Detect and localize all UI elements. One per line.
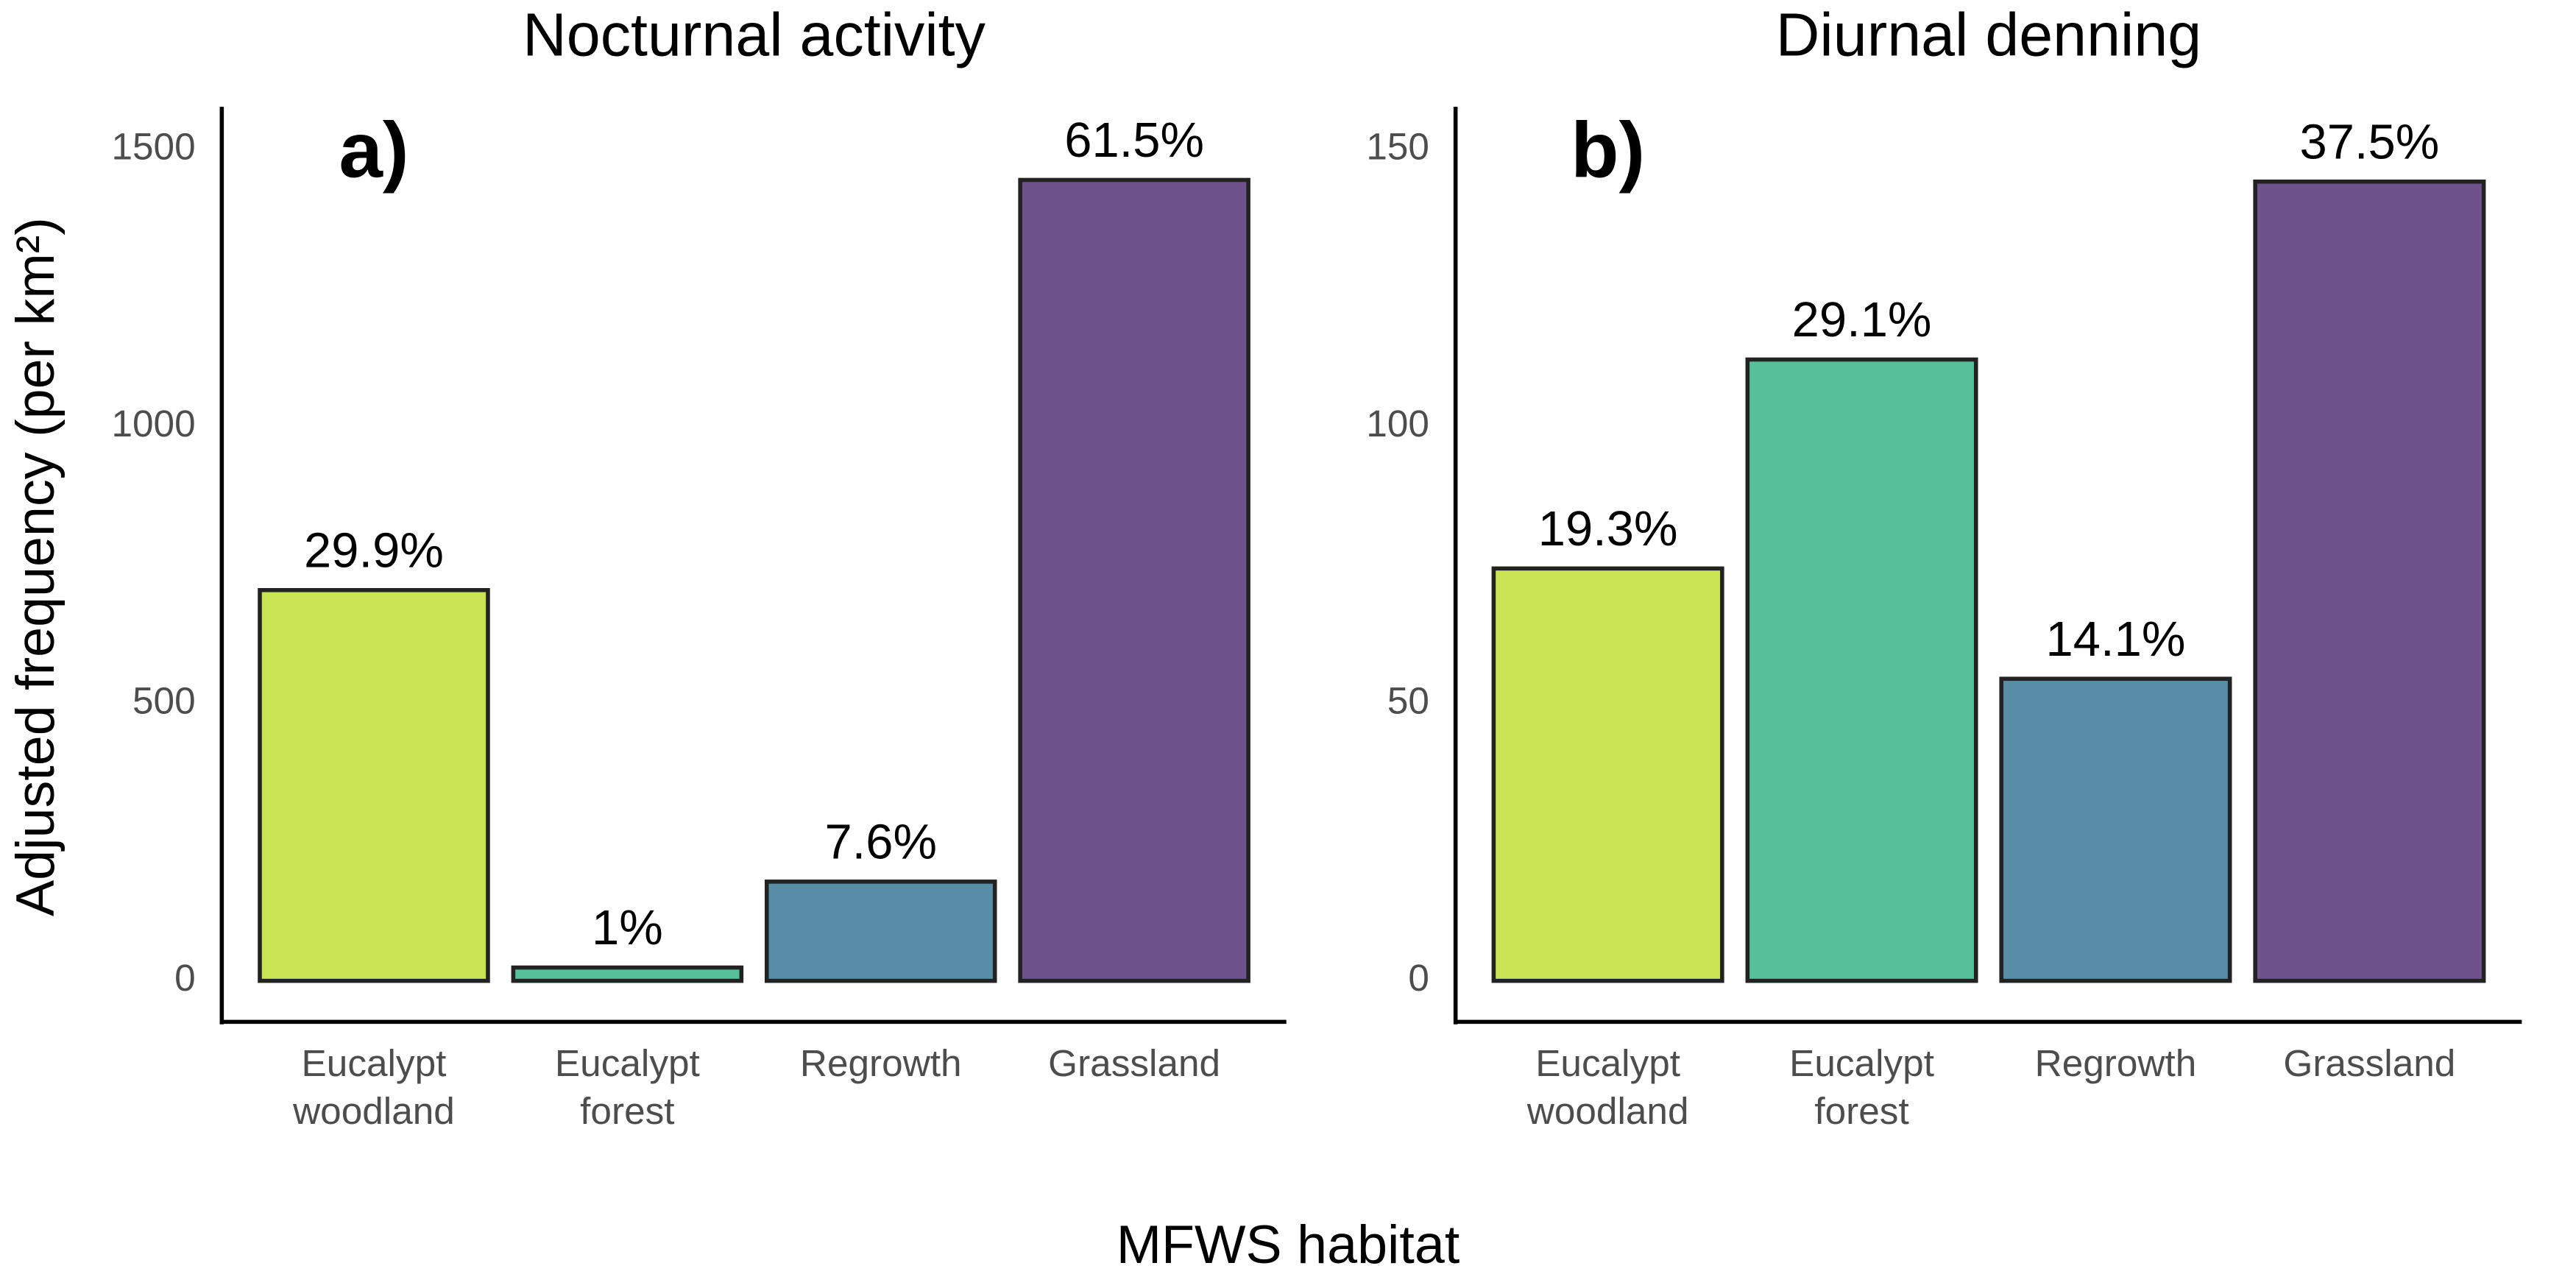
y-tick-label: 150 bbox=[1366, 126, 1429, 168]
x-tick-label: forest bbox=[1814, 1090, 1908, 1132]
panel-label: b) bbox=[1571, 105, 1645, 194]
bar bbox=[511, 965, 744, 983]
panel-label: a) bbox=[339, 105, 408, 194]
panel: Nocturnal activity 0 500 1000 1500 29.9% Eucal… bbox=[111, 1, 1287, 1132]
y-axis-label: Adjusted frequency (per km²) bbox=[4, 217, 66, 916]
y-tick-label: 50 bbox=[1387, 680, 1429, 722]
x-tick-label: woodland bbox=[292, 1090, 455, 1132]
y-tick-label: 0 bbox=[174, 957, 196, 999]
panel-title: Nocturnal activity bbox=[523, 1, 986, 68]
x-tick-label: Regrowth bbox=[800, 1042, 962, 1084]
panel-title: Diurnal denning bbox=[1776, 1, 2201, 68]
x-tick-label: Grassland bbox=[1048, 1042, 1220, 1084]
bar bbox=[1491, 566, 1724, 983]
bar bbox=[258, 587, 490, 983]
x-tick-label: woodland bbox=[1526, 1090, 1689, 1132]
value-label: 29.1% bbox=[1792, 292, 1932, 347]
x-tick-label: Regrowth bbox=[2035, 1042, 2197, 1084]
value-label: 14.1% bbox=[2046, 612, 2186, 667]
x-axis-label: MFWS habitat bbox=[1117, 1214, 1460, 1275]
x-tick-label: Eucalypt bbox=[1535, 1042, 1680, 1084]
bar bbox=[1999, 676, 2232, 983]
value-label: 29.9% bbox=[304, 523, 444, 578]
x-tick-label: Eucalypt bbox=[302, 1042, 447, 1084]
y-tick-label: 0 bbox=[1408, 957, 1429, 999]
y-tick-label: 1000 bbox=[111, 403, 195, 445]
y-tick-label: 100 bbox=[1366, 403, 1429, 445]
bar bbox=[1018, 177, 1250, 983]
x-tick-label: Grassland bbox=[2283, 1042, 2455, 1084]
bar bbox=[1745, 357, 1978, 983]
value-label: 19.3% bbox=[1538, 501, 1678, 556]
value-label: 61.5% bbox=[1064, 113, 1204, 168]
x-tick-label: forest bbox=[580, 1090, 674, 1132]
y-tick-label: 1500 bbox=[111, 126, 195, 168]
value-label: 7.6% bbox=[824, 814, 937, 869]
bar bbox=[2253, 179, 2486, 983]
value-label: 1% bbox=[592, 900, 663, 955]
y-tick-label: 500 bbox=[132, 680, 196, 722]
x-tick-label: Eucalypt bbox=[555, 1042, 700, 1084]
value-label: 37.5% bbox=[2299, 114, 2439, 169]
panel: Diurnal denning 0 50 100 150 19.3% Eucalypt woo… bbox=[1366, 1, 2522, 1132]
x-tick-label: Eucalypt bbox=[1789, 1042, 1934, 1084]
bar bbox=[764, 880, 997, 983]
